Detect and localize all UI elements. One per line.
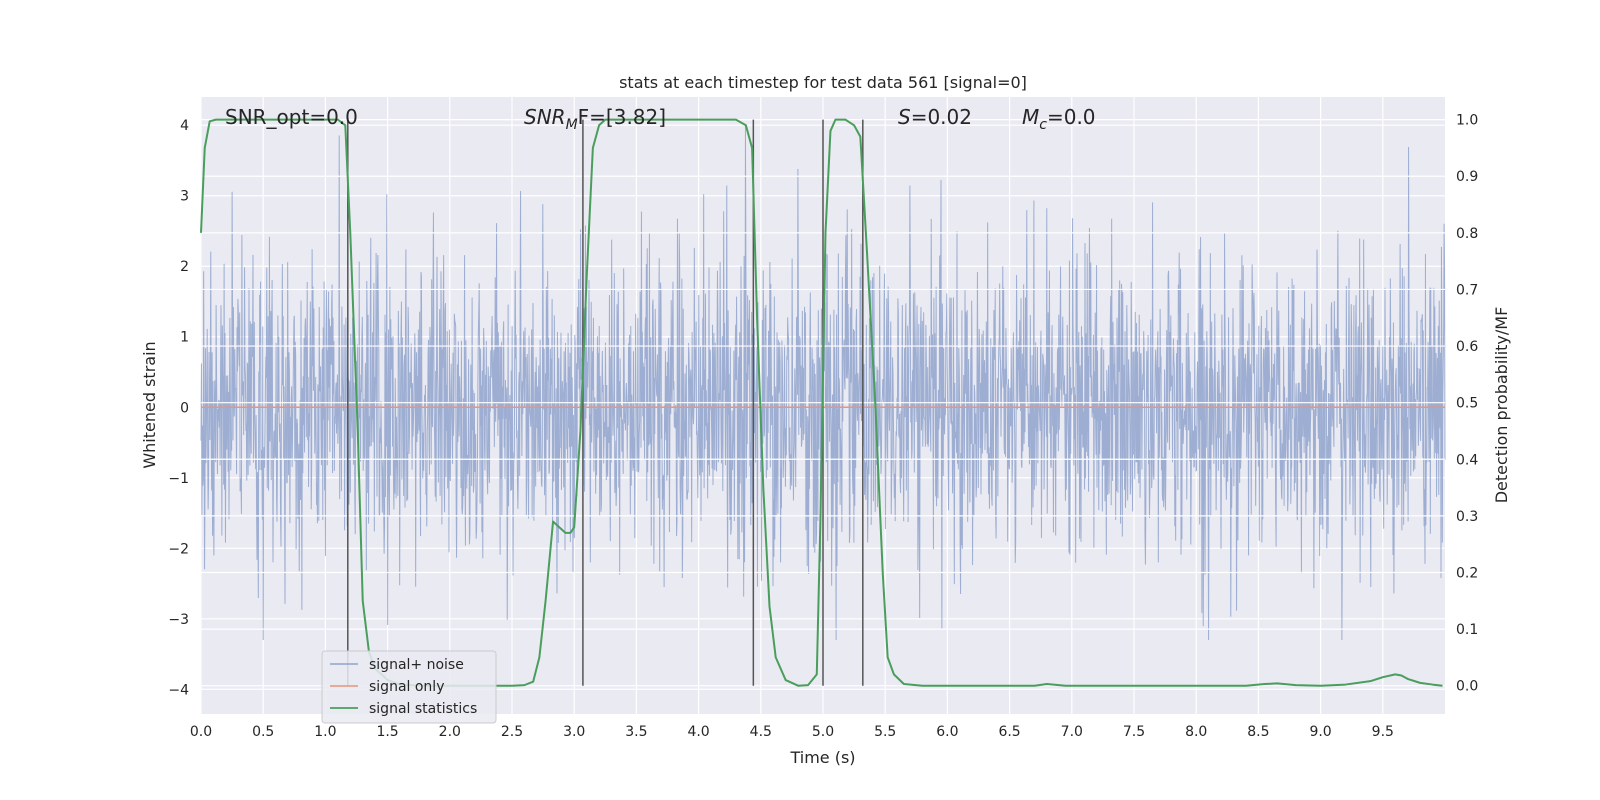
y-axis-label: Whitened strain xyxy=(140,341,159,468)
y-tick-label: 4 xyxy=(180,118,189,134)
y-right-tick-label: 0.8 xyxy=(1456,226,1478,242)
x-tick-label: 5.0 xyxy=(812,724,834,740)
annotation-mc-sub: c xyxy=(1039,117,1047,133)
legend-label-signal-statistics: signal statistics xyxy=(369,701,477,717)
x-tick-label: 0.5 xyxy=(252,724,274,740)
y-tick-label: 3 xyxy=(180,189,189,205)
x-tick-label: 1.5 xyxy=(376,724,398,740)
y-right-tick-label: 0.6 xyxy=(1456,339,1478,355)
legend-box xyxy=(321,650,497,724)
y-tick-label: −1 xyxy=(168,471,189,487)
legend: signal+ noise signal only signal statist… xyxy=(321,650,497,724)
x-tick-label: 4.5 xyxy=(750,724,772,740)
x-tick-label: 6.5 xyxy=(998,724,1020,740)
x-tick-label: 9.0 xyxy=(1309,724,1331,740)
x-tick-label: 4.0 xyxy=(687,724,709,740)
y-right-tick-label: 0.7 xyxy=(1456,282,1478,298)
annotation-mc-val: =0.0 xyxy=(1047,105,1096,129)
x-tick-label: 7.0 xyxy=(1061,724,1083,740)
y-tick-label: −3 xyxy=(168,612,189,628)
y-tick-label: −2 xyxy=(168,541,189,557)
annotation-snr-mf-sub: M xyxy=(566,117,578,133)
annotation-snr-mf: SNRMF=[3.82] xyxy=(524,105,666,133)
y-right-tick-label: 0.9 xyxy=(1456,169,1478,185)
y-right-tick-label: 0.1 xyxy=(1456,622,1478,638)
y-right-tick-label: 0.0 xyxy=(1456,679,1478,695)
x-tick-labels: 0.0 0.5 1.0 1.5 2.0 2.5 3.0 3.5 4.0 4.5 5.0 5.5 6.0 6… xyxy=(190,724,1394,740)
x-tick-label: 5.5 xyxy=(874,724,896,740)
y-right-axis-label: Detection probability/MF xyxy=(1492,307,1511,504)
y-right-tick-labels: 0.0 0.1 0.2 0.3 0.4 0.5 0.6 0.7 0.8 0.9 1.0 xyxy=(1456,113,1478,695)
y-right-tick-label: 0.2 xyxy=(1456,565,1478,581)
y-tick-labels: −4 −3 −2 −1 0 1 2 3 4 xyxy=(168,118,189,698)
legend-label-signal-only: signal only xyxy=(369,679,444,695)
x-axis-label: Time (s) xyxy=(789,748,855,767)
legend-label-signal-noise: signal+ noise xyxy=(369,657,464,673)
x-tick-label: 1.0 xyxy=(314,724,336,740)
x-tick-label: 9.5 xyxy=(1372,724,1394,740)
x-tick-label: 2.0 xyxy=(439,724,461,740)
x-tick-label: 3.5 xyxy=(625,724,647,740)
annotation-s-val: =0.02 xyxy=(911,105,972,129)
y-right-tick-label: 0.4 xyxy=(1456,452,1478,468)
annotation-s: S=0.02 xyxy=(898,105,972,129)
y-tick-label: 2 xyxy=(180,259,189,275)
annotation-s-var: S xyxy=(898,105,911,129)
x-tick-label: 8.0 xyxy=(1185,724,1207,740)
x-tick-label: 7.5 xyxy=(1123,724,1145,740)
y-right-tick-label: 1.0 xyxy=(1456,113,1478,129)
y-tick-label: 1 xyxy=(180,330,189,346)
x-tick-label: 8.5 xyxy=(1247,724,1269,740)
y-tick-label: −4 xyxy=(168,682,189,698)
annotation-snr-opt: SNR_opt=0.0 xyxy=(225,105,358,129)
x-tick-label: 3.0 xyxy=(563,724,585,740)
annotation-snr-mf-main: SNR xyxy=(524,105,566,129)
chart-title: stats at each timestep for test data 561… xyxy=(619,73,1027,92)
x-tick-label: 2.5 xyxy=(501,724,523,740)
y-right-tick-label: 0.5 xyxy=(1456,396,1478,412)
annotation-mc-var: M xyxy=(1022,105,1039,129)
annotation-snr-mf-rest: F=[3.82] xyxy=(578,105,666,129)
y-tick-label: 0 xyxy=(180,400,189,416)
x-tick-label: 6.0 xyxy=(936,724,958,740)
annotation-mc: Mc=0.0 xyxy=(1022,105,1096,133)
y-right-tick-label: 0.3 xyxy=(1456,509,1478,525)
x-tick-label: 0.0 xyxy=(190,724,212,740)
